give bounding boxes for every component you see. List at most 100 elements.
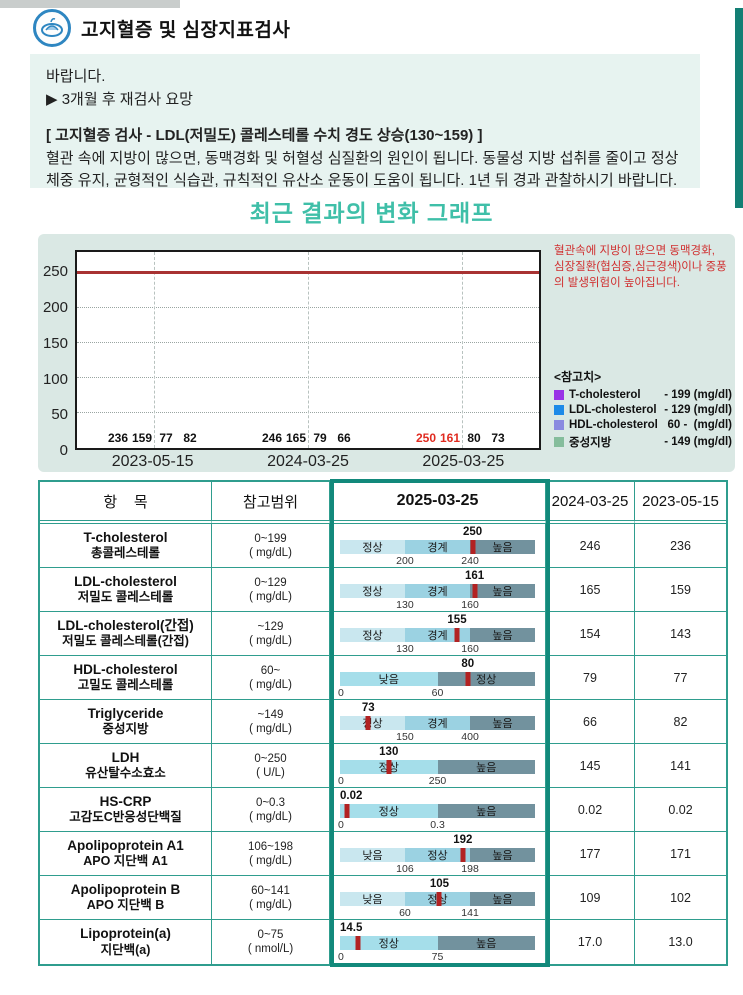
previous-value-1: 246 [579, 538, 601, 553]
result-marker [436, 892, 442, 906]
reference-range-cell: 0~129( mg/dL) [212, 568, 330, 612]
previous-value-cell: 109 [546, 876, 635, 920]
previous-value-cell: 143 [635, 612, 726, 656]
result-marker [470, 540, 476, 554]
column-header: 2025-03-25 [330, 482, 546, 524]
result-marker [460, 848, 466, 862]
previous-value-cell: 79 [546, 656, 635, 700]
reference-unit: ( mg/dL) [249, 854, 292, 867]
result-value: 192 [453, 834, 473, 846]
item-name-en: HS-CRP [99, 793, 152, 809]
result-bar-tick: 198 [461, 863, 479, 875]
result-bar-ticks: 130 160 [340, 599, 535, 611]
item-name-kr: 중성지방 [102, 722, 149, 737]
y-axis-tick: 100 [42, 370, 68, 388]
item-name-kr: 지단백(a) [100, 942, 151, 957]
result-bar-segment: 높음 [470, 716, 535, 730]
result-bar-tick: 160 [461, 643, 479, 655]
section-header: 고지혈증 및 심장지표검사 [33, 9, 290, 47]
result-bar-cell: 80 낮음 정상 0 60 [330, 656, 546, 700]
previous-value-1: 177 [579, 846, 601, 861]
chart-plot-area: 236 159 77 82 246 165 79 66 250 161 80 73 [75, 250, 541, 450]
result-bar-segment: 경계 [405, 584, 470, 598]
result-value: 130 [379, 746, 399, 758]
previous-value-cell: 145 [546, 744, 635, 788]
previous-value-cell: 159 [635, 568, 726, 612]
reference-range: 106~198 [247, 840, 294, 853]
result-bar-track: 정상 경계 높음 [340, 584, 535, 598]
side-accent-bar [735, 8, 743, 208]
item-name-kr: 유산탈수소효소 [85, 766, 166, 781]
result-bar-tick: 0 [338, 819, 344, 831]
previous-value-cell: 66 [546, 700, 635, 744]
result-marker [365, 716, 371, 730]
result-bar-tick: 106 [396, 863, 414, 875]
trend-chart: 0 50 100 150 200 250 236 159 77 82 246 165 79 66 250 1… [38, 234, 735, 472]
previous-value-1: 154 [579, 626, 601, 641]
previous-value-cell: 177 [546, 832, 635, 876]
previous-value-2: 236 [670, 538, 691, 553]
result-bar-segment: 정상 [437, 672, 535, 686]
previous-value-cell: 102 [635, 876, 726, 920]
previous-value-2: 159 [670, 582, 691, 597]
legend-swatch [554, 405, 564, 415]
previous-value-2: 13.0 [668, 935, 693, 949]
reference-unit: ( mg/dL) [249, 722, 292, 735]
graph-title: 최근 결과의 변화 그래프 [249, 200, 494, 226]
result-bar: 105 낮음정상높음60 141 [340, 877, 535, 919]
result-marker [454, 628, 460, 642]
legend-swatch [554, 420, 564, 430]
threshold-line [77, 271, 539, 274]
item-name-cell: Triglyceride 중성지방 [40, 700, 212, 744]
result-bar: 80 낮음 정상 0 60 [338, 657, 535, 699]
previous-value-cell: 77 [635, 656, 726, 700]
result-marker [386, 760, 392, 774]
result-bar-segment: 높음 [470, 540, 535, 554]
y-axis-tick: 50 [51, 406, 68, 424]
result-value: 250 [463, 526, 483, 538]
result-bar-ticks: 130 160 [340, 643, 535, 655]
reference-range-cell: ~129( mg/dL) [212, 612, 330, 656]
reference-range-cell: 106~198( mg/dL) [212, 832, 330, 876]
item-name-cell: HDL-cholesterol 고밀도 콜레스테롤 [40, 656, 212, 700]
result-bar-track: 정상 경계 높음 [340, 540, 535, 554]
legend-swatch [554, 437, 564, 447]
result-bar-segment: 높음 [437, 936, 535, 950]
previous-value-cell: 13.0 [635, 920, 726, 964]
item-name-kr: 저밀도 콜레스테롤(간접) [62, 634, 189, 649]
result-bar: 14.5 정상 높음 0 75 [338, 921, 535, 963]
reference-range: ~129 [257, 620, 284, 633]
result-bar-segment: 정상 [340, 716, 405, 730]
top-strip-decor [0, 0, 180, 8]
reference-range-cell: 0~0.3( mg/dL) [212, 788, 330, 832]
item-name-cell: Apolipoprotein B APO 지단백 B [40, 876, 212, 920]
chart-bar-value: 73 [491, 431, 505, 445]
legend-title: <참고치> [554, 370, 602, 384]
chart-legend: <참고치> T-cholesterol - 199 (mg/dl) LDL-chol… [554, 368, 732, 450]
result-value: 155 [447, 614, 467, 626]
result-bar-tick: 250 [428, 775, 447, 787]
result-bar-ticks: 0 250 [338, 775, 535, 787]
item-name-cell: Apolipoprotein A1 APO 지단백 A1 [40, 832, 212, 876]
legend-series-name: HDL-cholesterol [569, 419, 658, 431]
result-bar-segment: 정상 [405, 848, 470, 862]
item-name-cell: Lipoprotein(a) 지단백(a) [40, 920, 212, 964]
item-name-en: HDL-cholesterol [73, 661, 178, 677]
previous-value-cell: 82 [635, 700, 726, 744]
finding-title: [ 고지혈증 검사 - LDL(저밀도) 콜레스테롤 수치 경도 상승(130~… [46, 127, 483, 144]
legend-entry: T-cholesterol - 199 (mg/dl) [554, 389, 732, 401]
y-axis-tick: 200 [42, 299, 68, 317]
item-name-kr: 총콜레스테롤 [90, 546, 160, 561]
reference-unit: ( mg/dL) [249, 678, 292, 691]
result-bar-tick: 0.3 [430, 819, 445, 831]
reference-range: 60~ [260, 664, 281, 677]
result-bar-tick: 240 [461, 555, 479, 567]
result-bar: 73 정상 경계 높음 150 400 [340, 701, 535, 743]
result-bar-cell: 0.02 정상 높음 0 0.3 [330, 788, 546, 832]
item-name-en: Lipoprotein(a) [80, 926, 171, 942]
result-value: 73 [361, 702, 375, 714]
result-bar-ticks: 200 240 [340, 555, 535, 567]
